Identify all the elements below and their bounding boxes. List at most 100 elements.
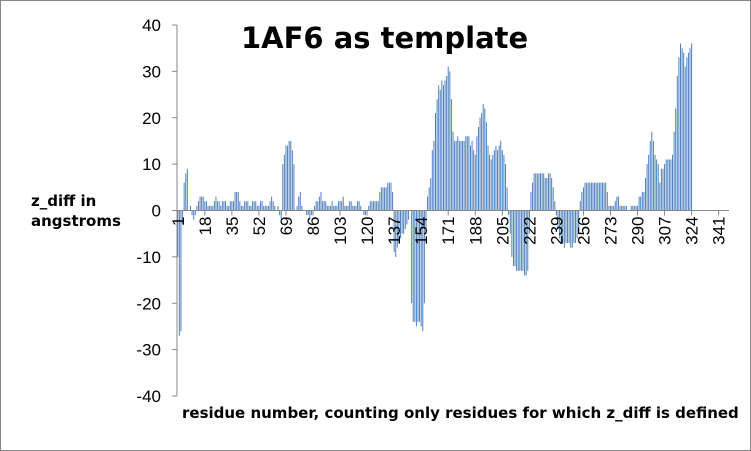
bar [617,196,619,211]
bar [691,43,693,211]
bar [380,187,382,211]
bar [447,66,449,211]
bar [664,164,666,211]
bar [215,196,217,211]
bar [267,205,269,211]
bar [613,205,615,211]
bar [503,154,505,211]
bar [477,127,479,211]
bar [492,154,494,211]
bar [457,136,459,211]
bar [616,196,618,211]
bar [328,205,330,211]
bar [675,108,677,211]
bar [479,117,481,211]
bar [452,131,454,211]
bar [471,140,473,211]
bar [538,173,540,211]
bar [245,201,247,211]
bar [648,154,650,211]
x-tick-label: 188 [466,217,485,245]
y-tick-label: 10 [142,155,161,174]
bar [385,187,387,211]
x-tick-label: 273 [601,217,620,245]
x-tick-label: 1 [169,217,188,226]
bar [547,173,549,211]
bar [260,201,262,211]
bar [288,140,290,211]
bar [309,210,311,220]
bar [326,205,328,211]
y-tick-label: -30 [136,341,161,360]
bar [433,140,435,211]
bar [186,168,188,211]
bar [196,205,198,211]
x-tick-label: 171 [439,217,458,245]
y-axis-tick-labels: 40 30 20 10 0 -10 -20 -30 -40 [136,16,177,406]
y-axis-label: z_diff in angstroms [31,191,121,231]
x-tick-label: 154 [412,217,431,245]
bar-series [177,43,693,336]
bar [199,196,201,211]
bar [372,201,374,211]
bar [336,205,338,211]
bar [315,201,317,211]
bar [428,187,430,211]
bar [527,210,529,271]
bar [180,210,182,332]
bar [296,205,298,211]
chart-title: 1AF6 as template [241,21,529,55]
bar [468,136,470,211]
bar [528,210,530,234]
bar [333,205,335,211]
x-tick-label: 18 [196,217,215,236]
bar [598,182,600,211]
bar [581,191,583,211]
bar [427,196,429,211]
bar [544,178,546,211]
bar [407,210,409,220]
bar [299,191,301,211]
x-tick-label: 324 [683,217,702,245]
bar [247,201,249,211]
x-tick-label: 256 [574,217,593,245]
bar [377,201,379,211]
bar [256,205,258,211]
bar [347,205,349,211]
bar [323,201,325,211]
bar [568,210,570,243]
bar [406,210,408,225]
bar [244,201,246,211]
bar [590,182,592,211]
x-tick-label: 86 [304,217,323,236]
bar [559,210,561,239]
bar [345,205,347,211]
bar [369,201,371,211]
bar [578,210,580,230]
bar [670,159,672,211]
bar [476,136,478,211]
bar [597,182,599,211]
bar [563,210,565,248]
bar [403,210,405,234]
x-tick-label: 239 [547,217,566,245]
y-tick-label: -10 [136,248,161,267]
bar [637,205,639,211]
x-tick-label: 137 [385,217,404,245]
bar [293,164,295,211]
bar [360,205,362,211]
bar [404,210,406,230]
bar [400,210,402,239]
bar [266,205,268,211]
bar [325,201,327,211]
bar [190,205,192,211]
bar [487,145,489,211]
bar [681,48,683,211]
bar [649,140,651,211]
bar [193,210,195,220]
bar [625,205,627,211]
y-axis-label-line-2: angstroms [31,212,121,230]
bar [388,182,390,211]
bar [287,145,289,211]
